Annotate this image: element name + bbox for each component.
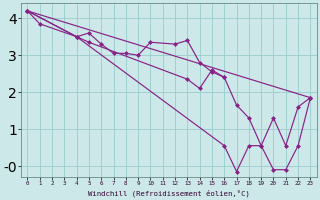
X-axis label: Windchill (Refroidissement éolien,°C): Windchill (Refroidissement éolien,°C) <box>88 189 250 197</box>
